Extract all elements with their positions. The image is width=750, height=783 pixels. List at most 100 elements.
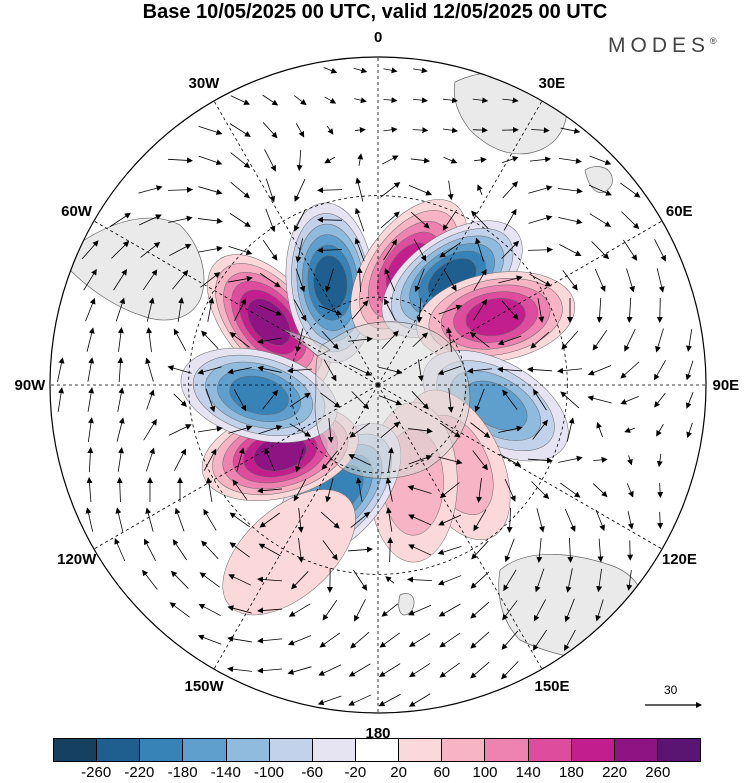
wind-vector xyxy=(469,331,490,348)
wind-vector xyxy=(626,268,635,293)
colorbar xyxy=(53,738,701,762)
wind-vector xyxy=(381,603,399,617)
wind-vector xyxy=(627,540,634,561)
wind-vector xyxy=(348,364,372,376)
wind-vector xyxy=(413,67,428,74)
wind-vector xyxy=(467,367,492,374)
wind-vector xyxy=(259,512,280,528)
wind-vector xyxy=(559,157,582,164)
longitude-label-90w: 90W xyxy=(14,376,46,394)
wind-vector xyxy=(438,514,462,526)
wind-vector xyxy=(87,387,95,412)
colorbar-swatch xyxy=(528,739,572,761)
longitude-label-30e: 30E xyxy=(538,75,566,93)
south-america-landmass xyxy=(69,217,205,321)
wind-vector xyxy=(529,273,552,287)
wind-vector xyxy=(384,268,396,292)
wind-vector xyxy=(257,667,282,674)
wind-vector xyxy=(379,632,400,648)
wind-vector xyxy=(323,67,338,74)
wind-vector xyxy=(295,268,306,293)
wind-vector xyxy=(355,477,363,502)
wind-vector xyxy=(197,366,222,375)
wind-vector xyxy=(229,123,251,137)
colorbar-swatch xyxy=(614,739,658,761)
wind-vector xyxy=(167,365,192,374)
wind-vectors xyxy=(57,67,694,707)
wind-vector xyxy=(502,97,519,104)
longitude-label-120e: 120E xyxy=(661,550,697,568)
wind-vector xyxy=(564,508,576,532)
wind-vector xyxy=(657,482,664,499)
reference-vector-label: 30 xyxy=(664,683,678,697)
wind-vector xyxy=(117,327,124,352)
wind-vector xyxy=(145,357,154,382)
wind-vector xyxy=(321,450,338,470)
wind-vector xyxy=(472,450,488,471)
wind-vector xyxy=(447,388,454,413)
wind-vector xyxy=(199,572,220,588)
wind-vector xyxy=(229,542,250,558)
colorbar-swatch xyxy=(485,739,529,761)
antarctica-landmass xyxy=(314,321,471,479)
wind-vector xyxy=(382,155,399,165)
wind-vector xyxy=(348,454,371,466)
brand-name: MODES xyxy=(608,34,711,57)
wind-vector xyxy=(592,329,608,351)
wind-vector xyxy=(174,448,187,471)
wind-vector xyxy=(559,244,582,256)
wind-vector xyxy=(438,456,463,465)
wind-vector xyxy=(257,365,282,373)
wind-vector xyxy=(198,186,223,195)
wind-vector xyxy=(258,424,283,435)
wind-vector xyxy=(319,632,340,648)
wind-vector xyxy=(562,270,578,291)
wind-vector xyxy=(439,632,461,648)
wind-vector xyxy=(536,538,543,563)
wind-vector xyxy=(656,297,663,323)
wind-vector xyxy=(472,127,489,134)
wind-vector xyxy=(624,427,635,433)
wind-vector xyxy=(385,477,393,502)
wind-vector xyxy=(411,390,429,410)
wind-vector xyxy=(356,267,363,293)
wind-vector xyxy=(502,156,519,163)
wind-vector xyxy=(408,633,431,647)
wind-vector xyxy=(595,509,605,532)
wind-vector xyxy=(291,571,309,590)
wind-vector xyxy=(355,177,364,202)
colorbar-swatch xyxy=(399,739,443,761)
longitude-label-120w: 120W xyxy=(57,550,97,568)
wind-vector xyxy=(230,152,251,169)
wind-vector xyxy=(287,635,312,646)
wind-vector xyxy=(378,663,401,677)
wind-vector xyxy=(527,457,553,464)
wind-vector xyxy=(229,213,251,228)
colorbar-tick-label: -20 xyxy=(344,764,367,781)
wind-vector xyxy=(596,568,603,593)
wind-vector xyxy=(198,245,223,253)
wind-vector xyxy=(138,214,162,226)
wind-vector xyxy=(296,149,303,172)
wind-vector xyxy=(228,425,253,434)
wind-vector xyxy=(534,568,545,593)
wind-vector xyxy=(289,392,311,408)
wind-vector xyxy=(656,268,665,293)
wind-vector xyxy=(323,359,337,382)
wind-vector xyxy=(561,330,579,350)
wind-vector xyxy=(591,241,610,260)
wind-vector xyxy=(234,298,246,321)
wind-vector xyxy=(443,156,458,164)
wind-vector xyxy=(408,454,433,465)
wind-vector xyxy=(657,511,664,530)
wind-vector xyxy=(627,511,634,530)
colorbar-swatch xyxy=(140,739,184,761)
wind-vector xyxy=(354,97,367,104)
wind-vector xyxy=(527,366,552,373)
wind-vector xyxy=(620,395,639,405)
wind-vector xyxy=(87,447,94,473)
wind-vector xyxy=(322,540,338,561)
wind-vector xyxy=(530,331,550,349)
colorbar-tick-label: 260 xyxy=(645,764,671,781)
wind-vector xyxy=(587,395,612,404)
